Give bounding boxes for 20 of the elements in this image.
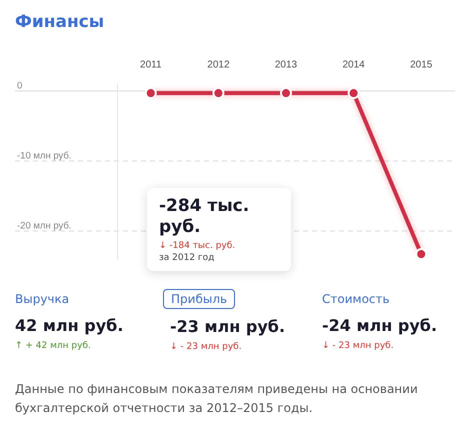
annotation: -284 тыс. руб. ↓ -184 тыс. руб. за 2012 год bbox=[159, 196, 250, 263]
text: Данные по финансовым показателям приведены на основании бухгалтерской отчетности за 2012–2015 годы. bbox=[15, 381, 419, 417]
text: ↓ - 23 млн руб. bbox=[322, 341, 395, 351]
x-tick-label: 2015 bbox=[410, 60, 433, 70]
x-tick-label: 2011 bbox=[140, 60, 162, 70]
text: ↓ - 23 млн руб. bbox=[170, 342, 243, 352]
chart-title: Финансы bbox=[15, 12, 104, 32]
x-tick-label: 2014 bbox=[342, 60, 366, 70]
text: -24 млн руб. bbox=[322, 316, 438, 335]
x-tick-label: 2013 bbox=[274, 60, 298, 70]
text: Выручка bbox=[14, 291, 70, 308]
x-tick-label: 2012 bbox=[207, 60, 230, 70]
text: -23 млн руб. bbox=[170, 317, 286, 336]
text: ↑ + 42 млн руб. bbox=[15, 341, 92, 351]
y-tick-label: -10 млн руб. bbox=[17, 150, 72, 162]
y-tick-label: 0 bbox=[17, 80, 22, 92]
y-tick-label: -20 млн руб. bbox=[17, 220, 72, 232]
text: Стоимость bbox=[321, 291, 391, 308]
text: Прибыль bbox=[163, 289, 236, 309]
text: 42 млн руб. bbox=[15, 316, 124, 335]
